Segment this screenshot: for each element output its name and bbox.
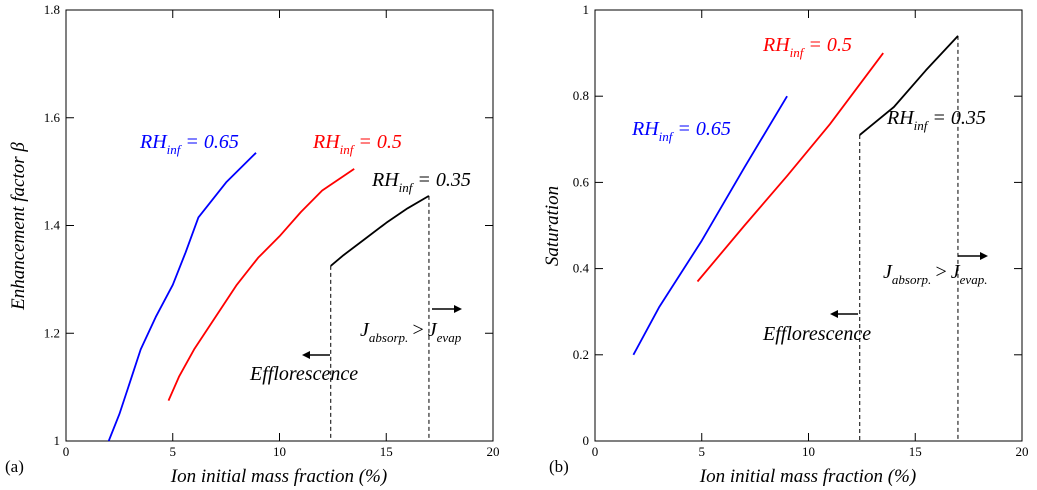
series-group-a [107,152,430,442]
series-label-a-05: RHinf = 0.5 [312,131,402,157]
x-tick-label: 10 [802,444,815,459]
x-tick-label: 20 [487,444,500,459]
series-line [167,168,355,401]
series-label-value: = 0.65 [180,131,239,153]
y-tick-label: 0 [583,433,590,448]
flux-annotation-b: Jabsorp. > Jevap. [883,261,987,287]
series-label-main: RH [312,131,341,153]
y-tick-label: 1.2 [44,325,60,340]
series-line [107,152,257,442]
y-tick-label: 1.8 [44,2,60,17]
series-label-main: RH [371,169,400,191]
y-tick-label: 1 [54,433,61,448]
flux-j-2: J [428,319,438,341]
x-tick-label: 5 [170,444,177,459]
series-label-value: = 0.5 [353,131,402,153]
series-label-sub: inf [340,142,356,157]
flux-sub-2: evap [437,330,462,345]
right-arrow-icon [958,252,988,260]
series-label-main: RH [631,118,660,140]
panel-a: 0 5 10 15 20 1 1.2 1.4 1.6 1.8 (a) Ion initial ma… [5,2,500,487]
series-label-main: RH [139,131,168,153]
x-tick-label: 15 [909,444,922,459]
x-tick-label: 20 [1016,444,1029,459]
flux-j-1: J [360,319,370,341]
x-tick-label: 15 [380,444,393,459]
y-axis-label-b: Saturation [542,186,563,266]
efflorescence-label-a: Efflorescence [249,363,358,385]
x-axis-label-a: Ion initial mass fraction (%) [170,466,387,487]
series-label-main: RH [886,107,915,129]
efflorescence-label-b: Efflorescence [762,323,871,345]
series-label-value: = 0.35 [412,169,471,191]
series-line [330,195,430,267]
x-axis-label-b: Ion initial mass fraction (%) [699,466,916,487]
series-label-sub: inf [167,142,183,157]
x-tick-label: 5 [699,444,706,459]
dashed-lines-b [859,35,959,441]
flux-sub-1: absorp. [369,330,408,345]
series-label-sub: inf [399,180,415,195]
y-tick-label: 1 [583,2,590,17]
x-tick-label: 0 [592,444,599,459]
axis-ticks-a: 0 5 10 15 20 1 1.2 1.4 1.6 1.8 [44,2,500,459]
panel-tag-a: (a) [5,457,24,476]
series-label-b-065: RHinf = 0.65 [631,118,731,144]
series-group-b [632,35,959,356]
y-tick-label: 0.6 [573,174,590,189]
flux-j-2: J [951,261,961,283]
series-line [632,95,788,356]
series-label-value: = 0.5 [803,34,852,56]
flux-gt: > [411,319,425,341]
series-label-b-05: RHinf = 0.5 [762,34,852,60]
flux-sub-1: absorp. [892,272,931,287]
right-arrow-icon [432,305,462,313]
x-tick-label: 0 [63,444,70,459]
flux-sub-2: evap. [960,272,988,287]
flux-gt: > [934,261,948,283]
x-tick-label: 10 [273,444,286,459]
y-axis-label-a: Enhancement factor β [8,142,29,311]
series-label-sub: inf [790,45,806,60]
series-label-a-035: RHinf = 0.35 [371,169,471,195]
panel-b: 0 5 10 15 20 0 0.2 0.4 0.6 0.8 1 (b) Ion initial m… [542,2,1029,487]
series-label-value: = 0.35 [927,107,986,129]
y-tick-label: 0.2 [573,347,589,362]
y-tick-label: 1.4 [44,218,61,233]
series-label-a-065: RHinf = 0.65 [139,131,239,157]
y-tick-label: 1.6 [44,110,61,125]
series-label-value: = 0.65 [672,118,731,140]
series-label-main: RH [762,34,791,56]
left-arrow-icon [830,310,858,318]
flux-annotation-a: Jabsorp. > Jevap [360,319,462,345]
dashed-lines-a [330,195,430,441]
series-line [696,52,884,283]
left-arrow-icon [302,351,330,359]
y-tick-label: 0.8 [573,88,589,103]
series-line [859,35,959,136]
series-label-sub: inf [914,118,930,133]
axis-ticks-b: 0 5 10 15 20 0 0.2 0.4 0.6 0.8 1 [573,2,1029,459]
panel-tag-b: (b) [549,457,569,476]
flux-j-1: J [883,261,893,283]
series-label-b-035: RHinf = 0.35 [886,107,986,133]
series-label-sub: inf [659,129,675,144]
y-tick-label: 0.4 [573,261,590,276]
